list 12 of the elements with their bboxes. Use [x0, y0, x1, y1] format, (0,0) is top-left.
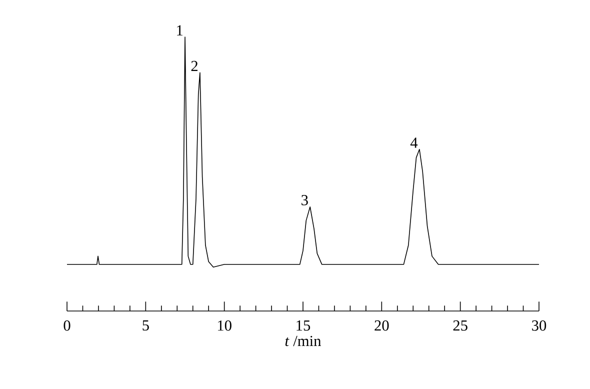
annotation: 2: [191, 60, 198, 72]
x-tick-label: 10: [218, 320, 232, 331]
x-tick-label: 25: [453, 320, 468, 331]
annotation: 4: [410, 138, 418, 148]
x-axis-title: t /min: [285, 336, 322, 346]
annotation: 3: [302, 194, 308, 206]
x-tick-label: 20: [374, 320, 389, 331]
x-tick-label: 30: [532, 320, 546, 331]
annotation: 1: [177, 25, 182, 36]
x-tick-label: 0: [64, 320, 70, 331]
x-tick-label: 15: [296, 320, 310, 331]
x-tick-label: 5: [142, 320, 149, 331]
